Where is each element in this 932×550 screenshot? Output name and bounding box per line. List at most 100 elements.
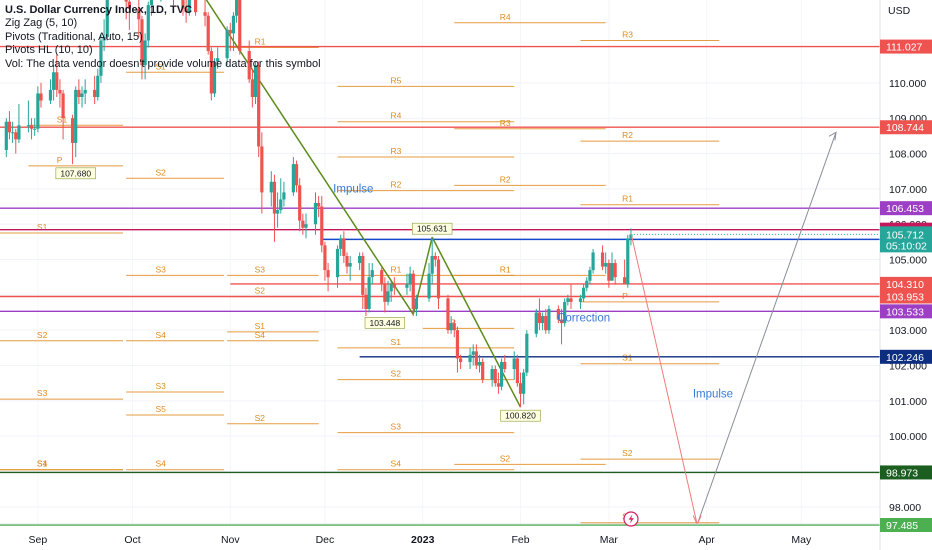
price-tag: 98.973 bbox=[880, 465, 932, 480]
candle bbox=[610, 252, 614, 281]
candle bbox=[547, 305, 551, 334]
time-tick-label: Nov bbox=[221, 534, 240, 546]
pivot-label: R2 bbox=[391, 180, 402, 190]
price-tag: 103.533 bbox=[880, 304, 932, 319]
legend-pivots: Pivots (Traditional, Auto, 15) bbox=[5, 30, 143, 43]
candle bbox=[436, 255, 441, 309]
candle bbox=[389, 280, 393, 302]
candle bbox=[559, 308, 564, 345]
candle bbox=[269, 171, 273, 207]
pivot-label: S2 bbox=[255, 413, 266, 423]
wave-annotation: Impulse bbox=[693, 388, 733, 400]
pivot-label: R5 bbox=[391, 75, 402, 85]
candle bbox=[29, 118, 34, 140]
candle bbox=[566, 294, 570, 306]
pivot-label: S5 bbox=[156, 404, 167, 414]
pivot-label: R3 bbox=[391, 146, 402, 156]
candle bbox=[36, 86, 40, 133]
price-tick-label: 110.000 bbox=[889, 78, 926, 90]
candle bbox=[184, 0, 188, 23]
candle bbox=[291, 157, 295, 196]
legend-volume: Vol: The data vendor doesn't provide vol… bbox=[5, 57, 321, 70]
candle bbox=[282, 181, 286, 207]
pivot-label: S1 bbox=[57, 114, 68, 124]
svg-text:103.953: 103.953 bbox=[886, 292, 924, 304]
pivot-label: S2 bbox=[255, 286, 266, 296]
candle bbox=[187, 0, 191, 16]
pivot-label: S1 bbox=[37, 459, 48, 469]
candle bbox=[383, 277, 387, 313]
candle bbox=[298, 178, 302, 232]
candle bbox=[455, 326, 460, 373]
candle bbox=[477, 354, 482, 373]
annotations: Impulse Correction Impulse bbox=[333, 183, 733, 400]
candle bbox=[7, 111, 12, 140]
time-axis[interactable]: Sep Oct Nov Dec 2023 Feb Mar Apr May bbox=[29, 534, 812, 546]
candle bbox=[225, 26, 229, 66]
pivot-label: S2 bbox=[37, 330, 48, 340]
price-tick-label: 107.000 bbox=[889, 184, 927, 196]
candle bbox=[206, 12, 210, 55]
pivot-label: R1 bbox=[622, 194, 633, 204]
candle bbox=[588, 266, 592, 285]
candle bbox=[499, 358, 504, 391]
pivot-label: S1 bbox=[255, 321, 266, 331]
price-tick-label: 105.000 bbox=[889, 255, 927, 267]
pivot-label: S2 bbox=[622, 448, 633, 458]
pivot-label: S1 bbox=[37, 222, 48, 232]
candle bbox=[181, 0, 185, 16]
pivot-label: R1 bbox=[255, 37, 266, 47]
time-tick-label: Apr bbox=[698, 534, 715, 546]
candle bbox=[537, 298, 542, 331]
candle bbox=[364, 287, 368, 317]
flash-icon[interactable] bbox=[623, 511, 639, 527]
candle bbox=[11, 121, 15, 143]
candle bbox=[26, 100, 30, 133]
candle bbox=[335, 245, 340, 288]
pivot-label: R3 bbox=[500, 118, 511, 128]
candle bbox=[556, 305, 560, 324]
candle bbox=[345, 252, 349, 274]
zigzag-price-box bbox=[412, 222, 453, 235]
svg-text:111.027: 111.027 bbox=[886, 42, 923, 54]
candle bbox=[212, 58, 217, 97]
candle bbox=[452, 319, 456, 338]
candle bbox=[143, 33, 147, 80]
legend-zigzag: Zig Zag (5, 10) bbox=[5, 17, 78, 30]
price-tag: 102.246 bbox=[880, 349, 932, 364]
candle bbox=[102, 19, 106, 52]
candle bbox=[430, 238, 434, 285]
time-tick-label: May bbox=[791, 534, 812, 546]
candle bbox=[563, 298, 567, 327]
candle bbox=[578, 294, 583, 309]
candle bbox=[39, 82, 43, 108]
candle bbox=[105, 0, 109, 41]
pivot-label: R1 bbox=[500, 264, 511, 274]
pivot-label: S4 bbox=[255, 330, 266, 340]
legend-pivots-hl: Pivots HL (10, 10) bbox=[5, 44, 93, 57]
candle bbox=[380, 266, 384, 292]
pivot-levels: PS1S1S2S3S4S1S1S2S3S4S3S5S4R1S3S2S1S4S2R… bbox=[0, 12, 720, 524]
zigzag-segment bbox=[431, 236, 522, 408]
svg-text:103.533: 103.533 bbox=[886, 306, 924, 318]
arrow-head-up bbox=[828, 131, 837, 141]
candle bbox=[203, 0, 207, 27]
currency-label: USD bbox=[888, 5, 911, 17]
candle bbox=[279, 178, 283, 214]
candle bbox=[348, 255, 352, 281]
candle bbox=[58, 79, 62, 108]
price-tick-label: 101.000 bbox=[889, 396, 927, 408]
pivot-label: R4 bbox=[391, 111, 402, 121]
candle bbox=[55, 54, 59, 97]
candle bbox=[48, 79, 53, 105]
candle bbox=[361, 252, 365, 309]
time-tick-label: Dec bbox=[316, 534, 335, 546]
pivot-label: S3 bbox=[255, 264, 266, 274]
candle bbox=[304, 213, 308, 239]
svg-text:108.744: 108.744 bbox=[886, 122, 924, 134]
candle bbox=[585, 277, 589, 292]
candle bbox=[427, 263, 431, 302]
candle bbox=[515, 354, 519, 387]
